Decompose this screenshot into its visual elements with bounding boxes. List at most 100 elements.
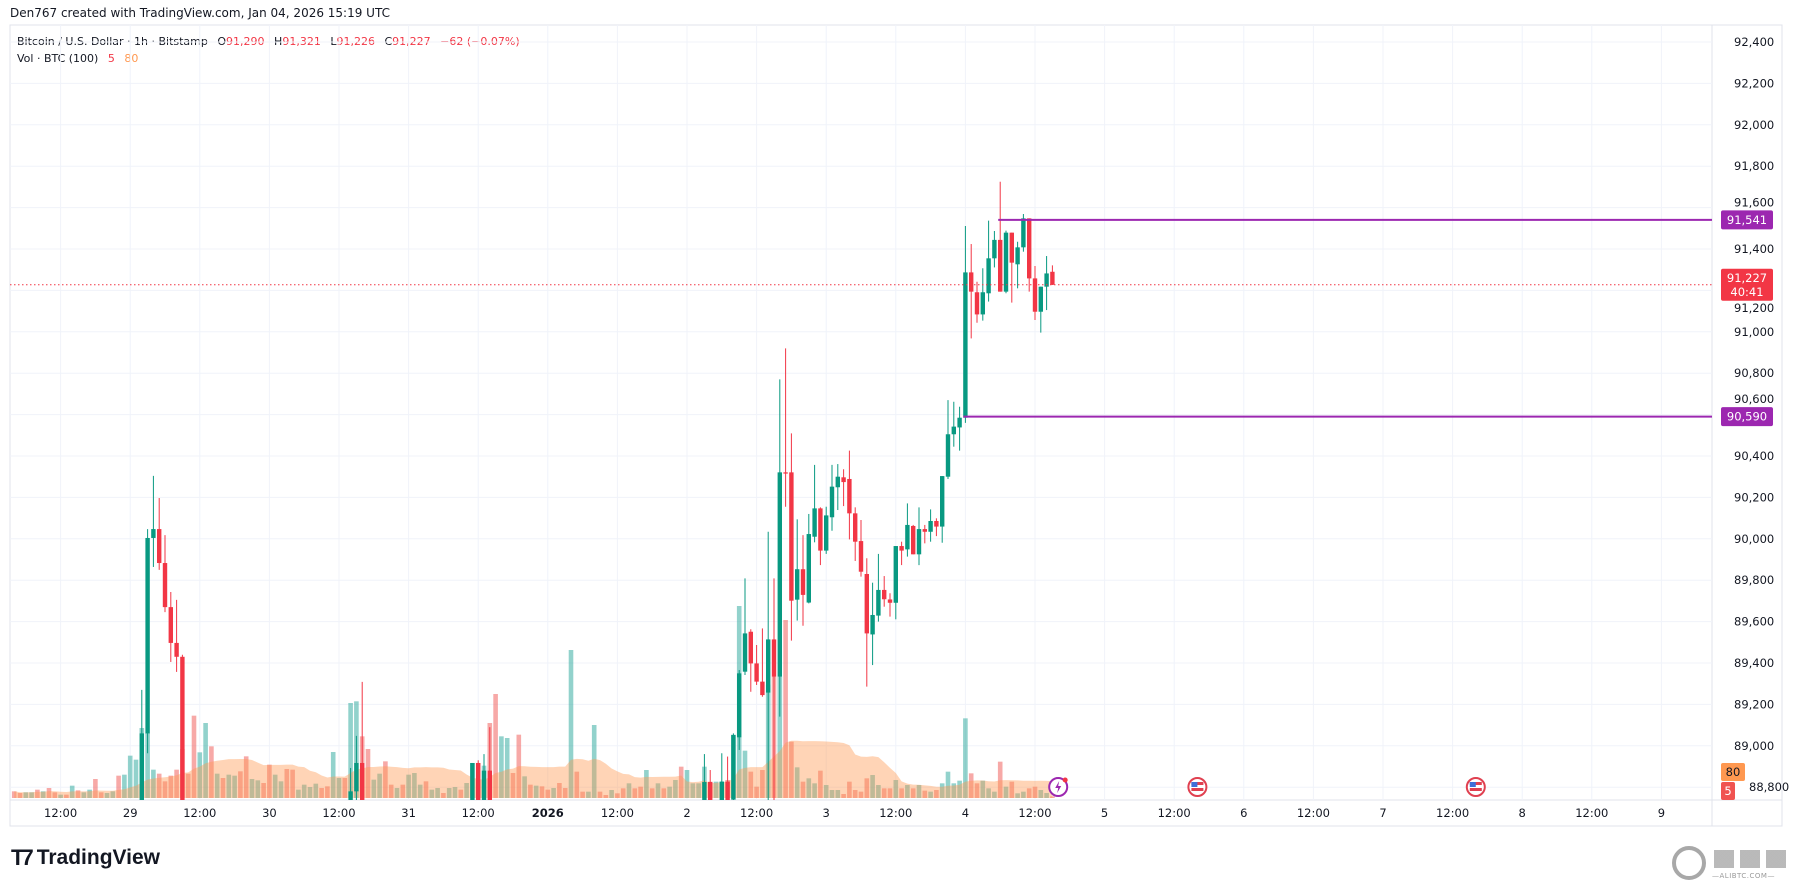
us-flag-event-icon[interactable] <box>1187 777 1208 797</box>
time-tick-label: 2026 <box>532 806 564 820</box>
candle <box>151 475 156 567</box>
candle-body <box>1027 218 1032 279</box>
candle-body <box>986 258 991 294</box>
candle <box>487 727 492 800</box>
candle <box>470 762 475 800</box>
volume-bar <box>290 769 295 798</box>
volume-bar <box>168 775 174 798</box>
candle <box>162 535 168 613</box>
volume-bar <box>133 759 139 798</box>
candle <box>180 654 185 800</box>
volume-bar <box>499 736 504 798</box>
volume-bar <box>1021 791 1026 798</box>
volume-bar <box>29 792 34 798</box>
volume-bar <box>127 755 133 798</box>
price-tick-label: 90,200 <box>1734 490 1774 504</box>
volume-bar <box>829 790 835 798</box>
volume-bar <box>69 785 75 798</box>
price-tick-label: 92,000 <box>1734 118 1774 132</box>
candle <box>1027 218 1032 292</box>
candle-body <box>162 563 168 608</box>
volume-bar <box>209 746 214 798</box>
volume-bar <box>46 788 52 798</box>
volume-bar <box>823 785 829 798</box>
volume-bar <box>1015 793 1020 798</box>
volume-bar <box>214 773 220 798</box>
volume-bar <box>232 775 237 798</box>
candle-body <box>818 508 823 551</box>
candle-body <box>360 762 365 800</box>
volume-bar <box>847 781 852 798</box>
candle <box>992 230 997 268</box>
candle <box>742 578 748 676</box>
candle <box>969 244 974 339</box>
price-tick-label: 90,000 <box>1734 532 1774 546</box>
time-tick-label: 12:00 <box>1158 806 1191 820</box>
volume-bar <box>93 779 98 798</box>
candle-body <box>789 472 794 601</box>
watermark-wordmark <box>1714 850 1786 868</box>
volume-bar <box>238 771 243 798</box>
volume-bar <box>58 794 63 798</box>
candle-body <box>974 292 980 315</box>
volume-bar <box>760 770 765 798</box>
candle-body <box>911 525 916 555</box>
time-axis[interactable]: 12:00 29 12:00 30 12:00 31 12:00 2026 12:00 2 12:0… <box>44 806 1665 820</box>
volume-bar <box>388 784 394 798</box>
time-tick-label: 29 <box>123 806 138 820</box>
candle-body <box>1038 286 1043 312</box>
volume-bar <box>412 773 417 798</box>
volume-bar <box>1050 796 1055 798</box>
volume-bar <box>997 761 1003 798</box>
time-tick-label: 4 <box>962 806 969 820</box>
candle <box>1003 230 1009 294</box>
candle-body <box>812 508 817 537</box>
volume-ma-value: 80 <box>124 52 139 65</box>
candle-body <box>754 663 759 682</box>
volume-bar <box>673 780 678 798</box>
volume-bar <box>951 783 957 798</box>
price-tick-label: 91,800 <box>1734 159 1774 173</box>
volume-bar <box>122 774 127 798</box>
candle <box>870 582 875 666</box>
candle-body <box>157 529 162 564</box>
time-tick-label: 12:00 <box>740 806 773 820</box>
volume-bar <box>783 620 788 798</box>
volume-bar <box>522 776 527 798</box>
candle <box>1009 232 1014 303</box>
candle-body <box>151 529 156 538</box>
candle <box>829 464 835 531</box>
level-price-label-box <box>1721 210 1773 230</box>
candle-body <box>766 639 771 693</box>
volume-title[interactable]: Vol · BTC (100) <box>17 52 99 65</box>
candle <box>905 503 910 557</box>
lightning-event-icon[interactable] <box>1048 777 1069 797</box>
price-tick-label: 89,600 <box>1734 615 1774 629</box>
candle <box>766 531 771 800</box>
candle-body <box>760 681 765 696</box>
volume-bar <box>597 791 603 798</box>
volume-ma-axis-label: 80 <box>1721 763 1745 781</box>
candle-body <box>1032 278 1038 312</box>
candle-body <box>835 476 840 488</box>
volume-bar <box>876 785 881 798</box>
volume-bar <box>441 793 446 798</box>
candle-body <box>708 782 713 800</box>
volume-bar <box>1003 786 1009 798</box>
volume-bar <box>864 778 870 798</box>
candle-body <box>951 426 956 435</box>
volume-axis-box <box>1721 782 1735 800</box>
time-tick-label: 12:00 <box>1436 806 1469 820</box>
candle-body <box>980 292 985 315</box>
tradingview-logo[interactable]: T7 TradingView <box>11 845 160 871</box>
us-flag-event-icon[interactable] <box>1465 777 1486 797</box>
volume-bar <box>296 789 301 798</box>
volume-bar <box>777 676 783 798</box>
price-tick-label: 89,800 <box>1734 573 1774 587</box>
volume-bar <box>644 770 649 798</box>
volume-bar <box>528 784 533 798</box>
price-axis[interactable]: 92,400 92,200 92,000 91,800 91,600 91,400 91,2… <box>1734 35 1789 794</box>
volume-bar <box>586 791 591 798</box>
volume-bar <box>1009 781 1015 798</box>
